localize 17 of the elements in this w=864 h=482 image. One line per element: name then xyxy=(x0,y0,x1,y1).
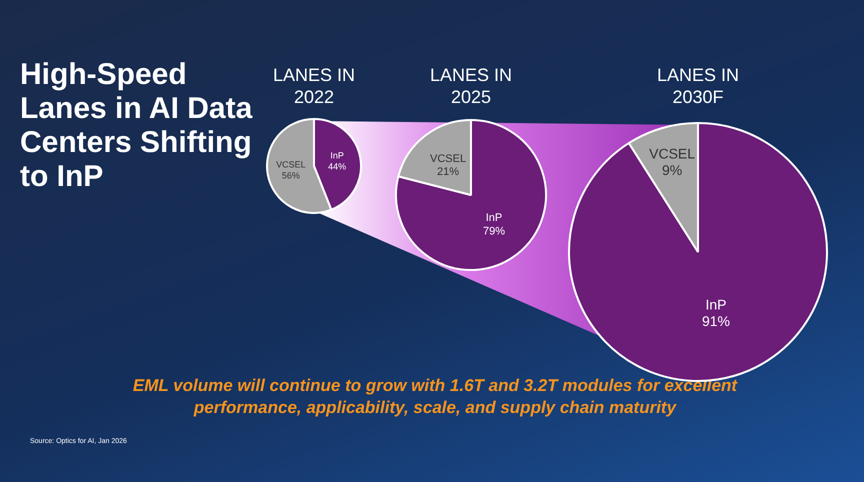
slice-label: InP xyxy=(705,296,727,312)
data-label: 21% xyxy=(437,166,460,178)
text: High-Speed Lanes in AI Data Centers Shifting to InP xyxy=(20,58,254,194)
slice-label: VCSEL xyxy=(276,159,306,170)
data-label: 91% xyxy=(702,313,730,330)
chart-title: LANES IN 2025 xyxy=(428,64,514,108)
slice-label: VCSEL xyxy=(430,152,466,165)
data-label: 79% xyxy=(482,225,506,238)
data-label: 56% xyxy=(282,170,300,180)
slice-label: InP xyxy=(486,212,502,224)
data-label: 44% xyxy=(328,161,346,172)
text: EML volume will continue to grow with 1.6T and 3.2T modules for excellent performance, applicability, scale, and supply chain maturity xyxy=(132,375,738,419)
slice-label: VCSEL xyxy=(649,145,696,162)
chart-title: LANES IN 2022 xyxy=(272,64,356,108)
data-label: 9% xyxy=(662,162,682,178)
slice-label: InP xyxy=(330,150,344,161)
chart-title: LANES IN 2030F xyxy=(656,64,740,108)
